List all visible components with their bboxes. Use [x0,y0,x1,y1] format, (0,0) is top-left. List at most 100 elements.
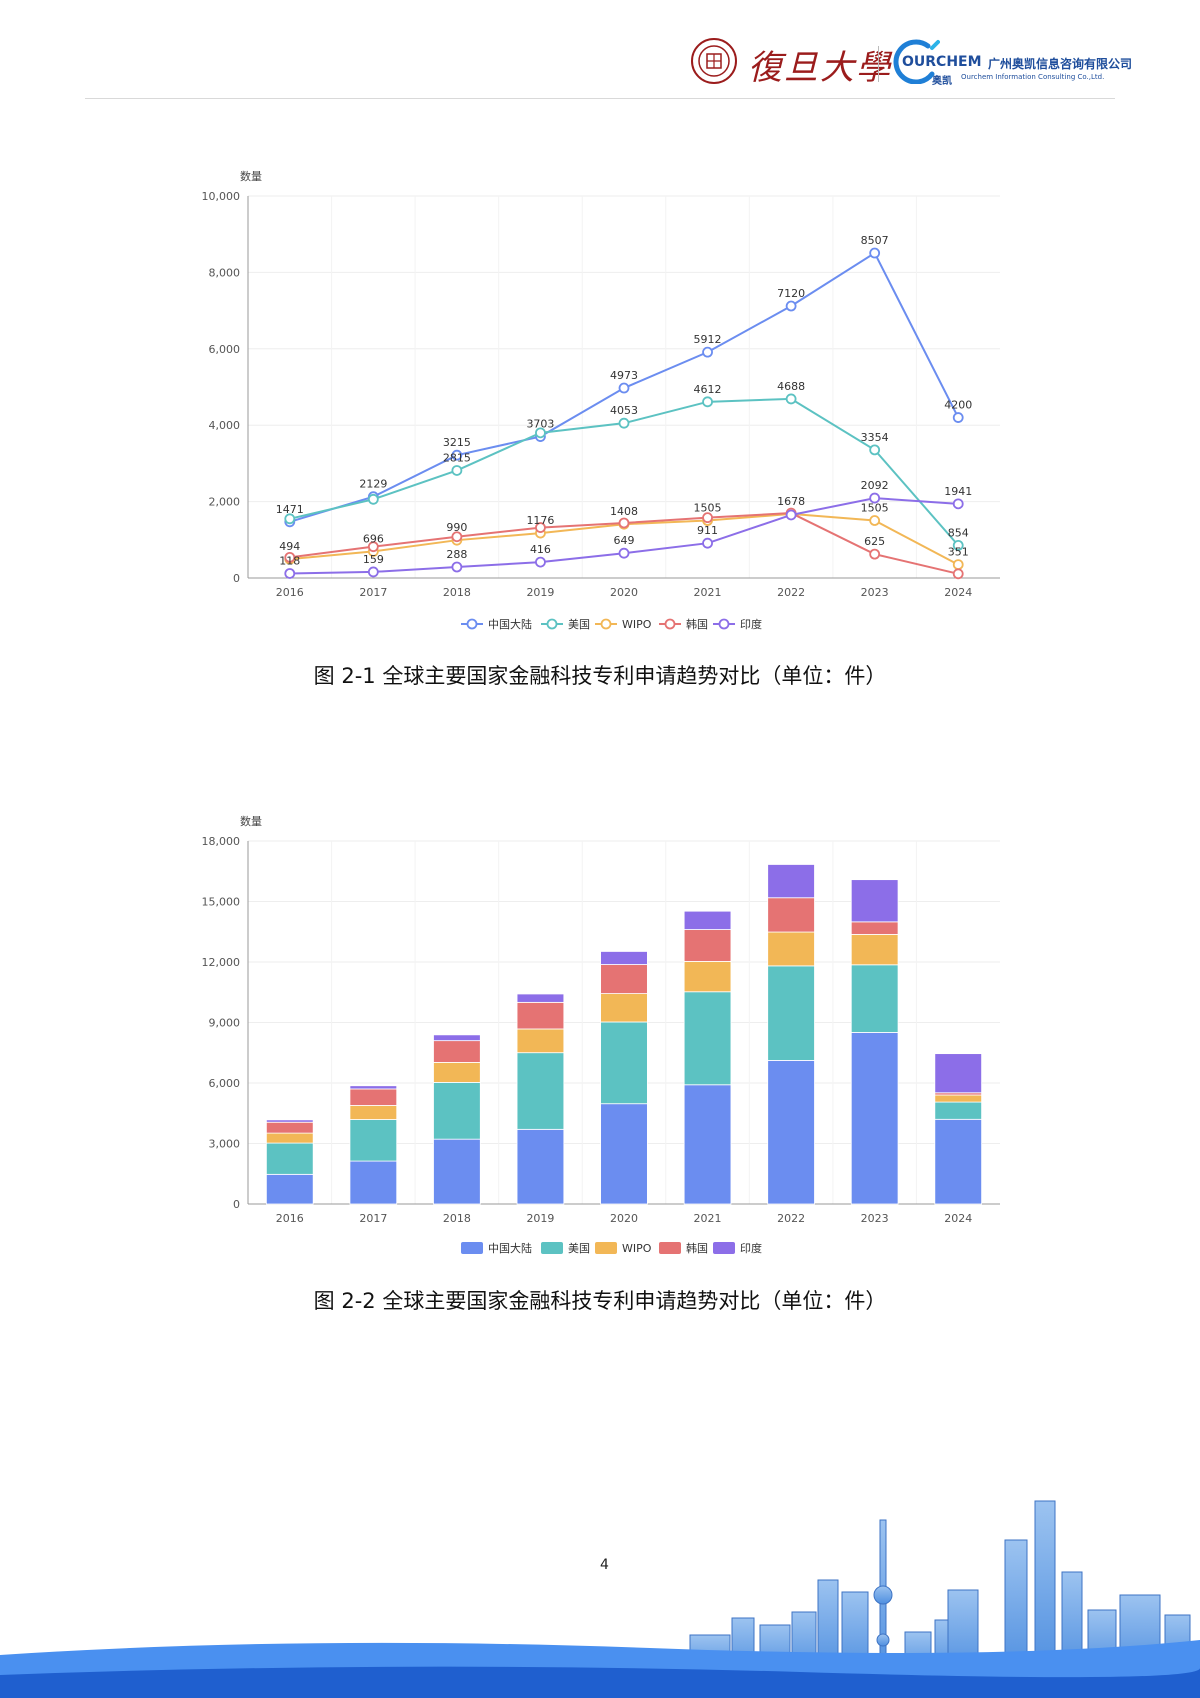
bar-segment [850,921,899,935]
bar-segment [683,929,732,962]
company-english-name: Ourchem Information Consulting Co.,Ltd. [961,73,1105,81]
data-point [451,561,463,573]
bar-segment [850,879,899,923]
data-label: 4973 [610,369,638,382]
data-label: 854 [948,526,969,539]
legend-swatch [541,1242,563,1254]
data-point [618,517,630,529]
data-point [451,449,463,461]
bar-segment [516,1028,565,1054]
bar-segment [433,1062,481,1083]
legend-marker [600,618,612,630]
stacked-bar-chart: 0 3,000 6,000 9,000 12,000 15,000 18,000 2016 20… [202,815,1000,1255]
bar-segment [516,993,565,1003]
x-tick-label: 2022 [777,586,805,599]
data-point [284,513,296,525]
data-point [535,556,546,568]
bar-segment [516,1052,565,1130]
data-label: 1678 [777,495,805,508]
data-label: 911 [697,524,718,537]
data-label: 8507 [861,234,889,247]
legend-marker [466,618,478,630]
data-label: 4053 [610,404,638,417]
bar-segment [265,1121,314,1134]
data-label: 2815 [443,451,471,464]
y-tick-label: 6,000 [209,343,241,356]
y-tick-label: 0 [233,572,240,585]
bar-segment [850,934,899,966]
bar-segment [683,910,732,930]
y-tick-label: 18,000 [202,835,241,848]
y-tick-label: 9,000 [209,1017,241,1030]
x-tick-label: 2020 [610,586,638,599]
x-tick-label: 2019 [526,586,554,599]
header-divider [85,98,1115,99]
data-point [869,515,881,526]
data-point [618,417,630,429]
bar-segment [265,1173,314,1205]
legend-swatch [713,1242,735,1254]
bar-segment [433,1081,481,1140]
data-point [952,498,964,510]
data-label: 351 [948,546,969,559]
data-point [702,512,713,524]
bar-segment [600,964,648,994]
x-tick-label: 2024 [944,1212,972,1225]
bar-segment [767,965,815,1061]
y-axis-label: 数量 [240,815,262,828]
data-label: 4200 [944,399,972,412]
bar-segment [683,961,732,993]
data-point [952,412,964,423]
bar-segment [934,1118,983,1205]
line-chart: 0 2,000 4,000 6,000 8,000 10,000 2016 2017 2018 2… [202,170,1000,631]
x-tick-label: 2017 [359,586,387,599]
data-label: 649 [614,534,635,547]
bar-segment [349,1088,398,1106]
legend-label: 韩国 [686,1241,708,1255]
data-label: 4612 [694,383,722,396]
bar-segment [265,1132,314,1144]
bar-segment [349,1105,398,1120]
data-label: 1471 [276,503,304,516]
y-tick-label: 12,000 [202,956,241,969]
company-sub-name: 奥凯 [932,76,952,87]
y-tick-label: 0 [233,1198,240,1211]
y-tick-label: 2,000 [209,496,241,509]
x-tick-label: 2021 [694,1212,722,1225]
data-point [952,559,964,570]
data-point [284,568,296,579]
data-point [284,551,296,563]
bar-segment [433,1138,481,1205]
legend-label: 美国 [568,618,590,631]
page-header: 復旦大學 OURCHEM 广州奥凯信息咨询有限公司 奥凯 Ourchem Inf… [0,0,1200,100]
data-label: 1941 [944,485,972,498]
data-label: 118 [279,554,300,567]
data-point [702,537,713,549]
bar-segment [349,1160,398,1205]
legend-label: 印度 [740,617,762,631]
data-label: 990 [446,521,467,534]
data-label: 288 [446,548,467,561]
bar-segment [433,1034,481,1042]
y-tick-label: 3,000 [209,1138,241,1151]
x-tick-label: 2023 [861,586,889,599]
bar-segment [265,1119,314,1123]
bar-segment [516,1128,565,1205]
data-label: 159 [363,553,384,566]
legend-marker [718,618,730,630]
bar-segment [767,1060,815,1205]
legend-label: 中国大陆 [488,617,532,631]
data-point [702,346,713,358]
data-point [869,444,881,456]
bar-segment [934,1094,983,1103]
legend-label: WIPO [622,618,652,631]
y-tick-label: 8,000 [209,266,241,279]
data-label: 696 [363,532,384,545]
university-name: 復旦大學 [748,48,892,88]
data-point [869,492,881,504]
data-point [367,493,379,505]
legend-label: 印度 [740,1241,762,1255]
data-point [952,568,964,580]
data-label: 5912 [694,333,722,346]
logo-divider [878,46,879,82]
